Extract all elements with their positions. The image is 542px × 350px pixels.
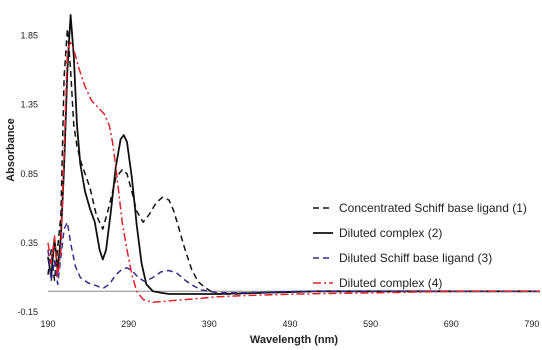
- x-tick-label: 290: [121, 319, 136, 329]
- series-line-2: [47, 13, 540, 295]
- legend-label: Diluted complex (2): [339, 226, 442, 240]
- y-tick-label: 0.35: [20, 238, 38, 248]
- series-line-4: [47, 41, 540, 304]
- x-axis-title: Wavelength (nm): [250, 334, 339, 346]
- legend-label: Diluted Schiff base ligand (3): [339, 251, 492, 265]
- y-tick-label: 1.35: [20, 100, 38, 110]
- legend-label: Diluted complex (4): [339, 276, 442, 290]
- x-tick-label: 690: [444, 319, 459, 329]
- x-tick-label: 490: [282, 319, 297, 329]
- x-tick-label: 190: [40, 319, 55, 329]
- x-tick-label: 790: [524, 319, 539, 329]
- y-tick-label: 0.85: [20, 169, 38, 179]
- legend-label: Concentrated Schiff base ligand (1): [339, 201, 527, 215]
- x-axis-ticks: 190 290 390 490 590 690 790: [40, 319, 539, 329]
- y-axis-ticks: -0.15 0.35 0.85 1.35 1.85: [17, 31, 38, 317]
- y-tick-label: -0.15: [17, 307, 38, 317]
- x-tick-label: 390: [202, 319, 217, 329]
- x-tick-label: 590: [363, 319, 378, 329]
- y-tick-label: 1.85: [20, 31, 38, 41]
- y-axis-title: Absorbance: [5, 118, 17, 182]
- series-line-3: [47, 221, 540, 294]
- series-layer: [47, 13, 540, 304]
- legend: Concentrated Schiff base ligand (1) Dilut…: [313, 201, 527, 290]
